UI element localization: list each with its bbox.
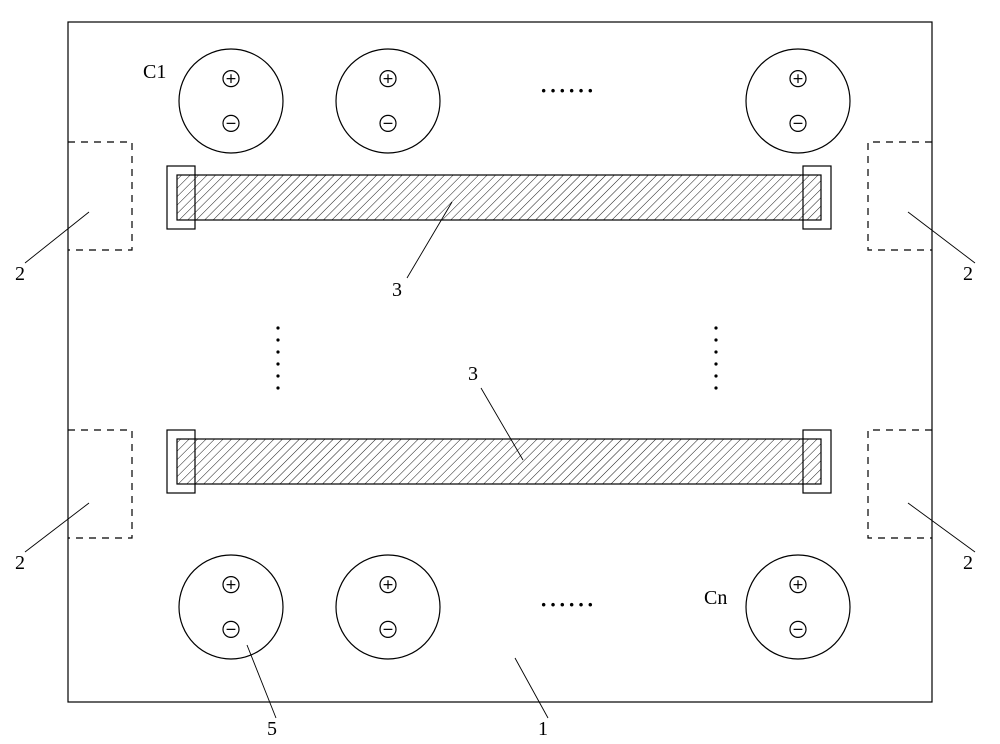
bar-bot: [177, 439, 821, 484]
cell-top-1: [336, 49, 440, 153]
cell-bot-1: [336, 555, 440, 659]
bar-top: [177, 175, 821, 220]
lead-2-ur: [908, 212, 975, 263]
diagram-root: C1 Cn ······ ······ 2 2 2 2 3 3 5 1: [0, 0, 1000, 744]
svg-text:2: 2: [963, 552, 973, 574]
svg-text:2: 2: [963, 263, 973, 285]
lead-1: [515, 658, 548, 718]
port-ur: [868, 142, 932, 250]
lead-2-br: [908, 503, 975, 552]
cell-bot-2: [746, 555, 850, 659]
svg-text:3: 3: [468, 363, 478, 385]
outer-frame: [68, 22, 932, 702]
svg-text:C1: C1: [143, 61, 166, 83]
layer: C1 Cn ······ ······ 2 2 2 2 3 3 5 1: [15, 22, 975, 740]
lead-5: [247, 645, 276, 718]
svg-text:2: 2: [15, 263, 25, 285]
svg-text:······: ······: [540, 78, 596, 103]
svg-text:2: 2: [15, 552, 25, 574]
cell-bot-0: [179, 555, 283, 659]
port-ul: [68, 142, 132, 250]
svg-text:1: 1: [538, 718, 548, 740]
svg-text:3: 3: [392, 279, 402, 301]
cell-top-2: [746, 49, 850, 153]
port-bl: [68, 430, 132, 538]
svg-text:······: ······: [540, 592, 596, 617]
lead-2-ul: [25, 212, 89, 263]
cell-top-0: [179, 49, 283, 153]
svg-text:Cn: Cn: [704, 587, 727, 609]
lead-2-bl: [25, 503, 89, 552]
svg-text:5: 5: [267, 718, 277, 740]
port-br: [868, 430, 932, 538]
